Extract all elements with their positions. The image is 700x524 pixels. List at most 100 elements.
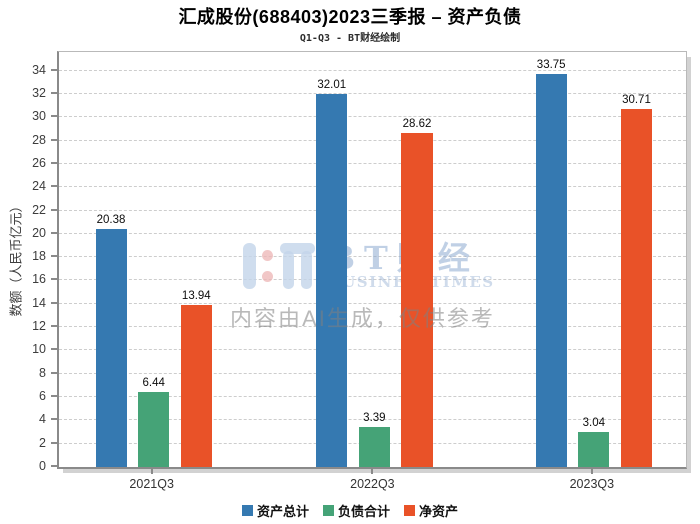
x-tick-mark — [150, 469, 153, 474]
y-tick-mark — [51, 138, 57, 141]
x-axis-ticks: 2021Q3 2022Q3 2023Q3 — [57, 468, 684, 494]
y-tick-mark — [51, 371, 57, 374]
y-tick-label: 22 — [32, 202, 46, 217]
y-tick-label: 4 — [39, 412, 46, 427]
gridline — [59, 232, 686, 234]
gridline — [59, 372, 686, 374]
y-tick-label: 14 — [32, 295, 46, 310]
x-tick-label-2022Q3: 2022Q3 — [350, 477, 395, 491]
y-tick-label: 26 — [32, 155, 46, 170]
x-tick-mark — [590, 469, 593, 474]
legend-label: 净资产 — [419, 504, 459, 519]
legend-label: 负债合计 — [337, 504, 390, 519]
gridline — [59, 349, 686, 351]
y-tick-label: 0 — [39, 459, 46, 473]
y-tick-mark — [51, 208, 57, 211]
y-tick-mark — [51, 255, 57, 258]
bar-资产总计-2023Q3 — [535, 73, 567, 467]
x-tick-label-2021Q3: 2021Q3 — [129, 477, 174, 491]
bar-value-label: 33.75 — [536, 58, 566, 71]
legend: 资产总计 负债合计 净资产 — [0, 501, 700, 520]
y-tick-label: 16 — [32, 272, 46, 287]
y-tick-mark — [51, 348, 57, 351]
chart-subtitle: Q1-Q3 - BT财经绘制 — [299, 33, 401, 44]
logo-dot-icon — [262, 271, 273, 282]
y-tick-label: 28 — [32, 132, 46, 147]
gridline — [59, 419, 686, 421]
y-tick-label: 6 — [39, 389, 46, 404]
y-tick-label: 34 — [32, 62, 46, 77]
chart-title: 汇成股份(688403)2023三季报 – 资产负债 — [178, 7, 522, 27]
logo-dot-icon — [262, 250, 273, 261]
y-tick-mark — [51, 325, 57, 328]
y-axis-ticks: 0 2 4 6 8 10 12 14 16 18 20 22 24 26 28 30 32 34 — [0, 51, 57, 473]
y-tick-mark — [51, 278, 57, 281]
watermark-brand: BT财经 BUSINESSTIMES — [243, 241, 495, 291]
gridline — [59, 209, 686, 211]
legend-swatch-icon — [322, 505, 334, 516]
bar-净资产-2022Q3 — [401, 133, 433, 467]
y-tick-label: 12 — [32, 319, 46, 334]
y-tick-label: 10 — [32, 342, 46, 357]
gridline — [59, 186, 686, 188]
bar-负债合计-2023Q3 — [578, 431, 610, 467]
bar-value-label: 3.04 — [582, 416, 606, 429]
y-tick-mark — [51, 161, 57, 164]
y-tick-label: 2 — [39, 435, 46, 450]
x-tick-mark — [371, 469, 374, 474]
gridline — [59, 396, 686, 398]
bar-value-label: 30.71 — [622, 94, 651, 107]
gridline — [59, 162, 686, 164]
y-tick-mark — [51, 115, 57, 118]
legend-item-资产总计: 资产总计 — [241, 501, 309, 520]
x-tick-label-2023Q3: 2023Q3 — [569, 477, 615, 491]
y-tick-label: 30 — [32, 109, 46, 124]
y-tick-mark — [51, 441, 57, 444]
gridline — [59, 256, 686, 258]
y-tick-mark — [51, 465, 57, 467]
gridline — [59, 139, 686, 141]
y-tick-label: 20 — [32, 225, 46, 240]
legend-swatch-icon — [404, 505, 415, 516]
y-tick-label: 18 — [32, 249, 46, 264]
bar-value-label: 32.01 — [317, 78, 347, 91]
bar-负债合计-2021Q3 — [138, 391, 170, 467]
bar-资产总计-2021Q3 — [95, 229, 127, 467]
legend-swatch-icon — [241, 505, 253, 516]
y-tick-mark — [51, 301, 57, 304]
gridline — [59, 326, 686, 328]
watermark-brand-cn: BT财经 — [328, 241, 495, 275]
y-tick-label: 32 — [32, 85, 46, 100]
y-tick-mark — [51, 418, 57, 421]
bt-logo-icon — [243, 241, 315, 291]
y-tick-label: 8 — [39, 365, 46, 380]
gridline — [59, 92, 686, 94]
y-tick-mark — [51, 395, 57, 398]
legend-item-净资产: 净资产 — [404, 501, 458, 520]
legend-item-负债合计: 负债合计 — [322, 501, 390, 520]
watermark-ai-notice: 内容由AI生成，仅供参考 — [230, 306, 495, 331]
y-tick-mark — [51, 231, 57, 234]
y-tick-mark — [51, 91, 57, 94]
bar-value-label: 3.39 — [363, 412, 386, 425]
bar-value-label: 28.62 — [402, 118, 432, 131]
gridline — [59, 116, 686, 118]
logo-bar-shape — [243, 243, 256, 289]
gridline — [59, 69, 686, 71]
bar-净资产-2021Q3 — [180, 304, 212, 467]
gridline — [59, 279, 686, 281]
bar-value-label: 13.94 — [181, 289, 211, 302]
y-tick-label: 24 — [32, 179, 46, 194]
bar-负债合计-2022Q3 — [358, 427, 390, 467]
y-tick-mark — [51, 185, 57, 188]
gridline — [59, 302, 686, 304]
logo-pi-shape — [280, 243, 315, 289]
plot-area: BT财经 BUSINESSTIMES 内容由AI生成，仅供参考 20.38 6.4… — [57, 51, 687, 469]
bar-value-label: 6.44 — [142, 376, 165, 389]
bar-value-label: 20.38 — [96, 214, 126, 227]
bar-资产总计-2022Q3 — [316, 93, 348, 467]
bar-净资产-2023Q3 — [620, 109, 652, 467]
y-tick-mark — [51, 68, 57, 71]
legend-label: 资产总计 — [256, 504, 309, 519]
